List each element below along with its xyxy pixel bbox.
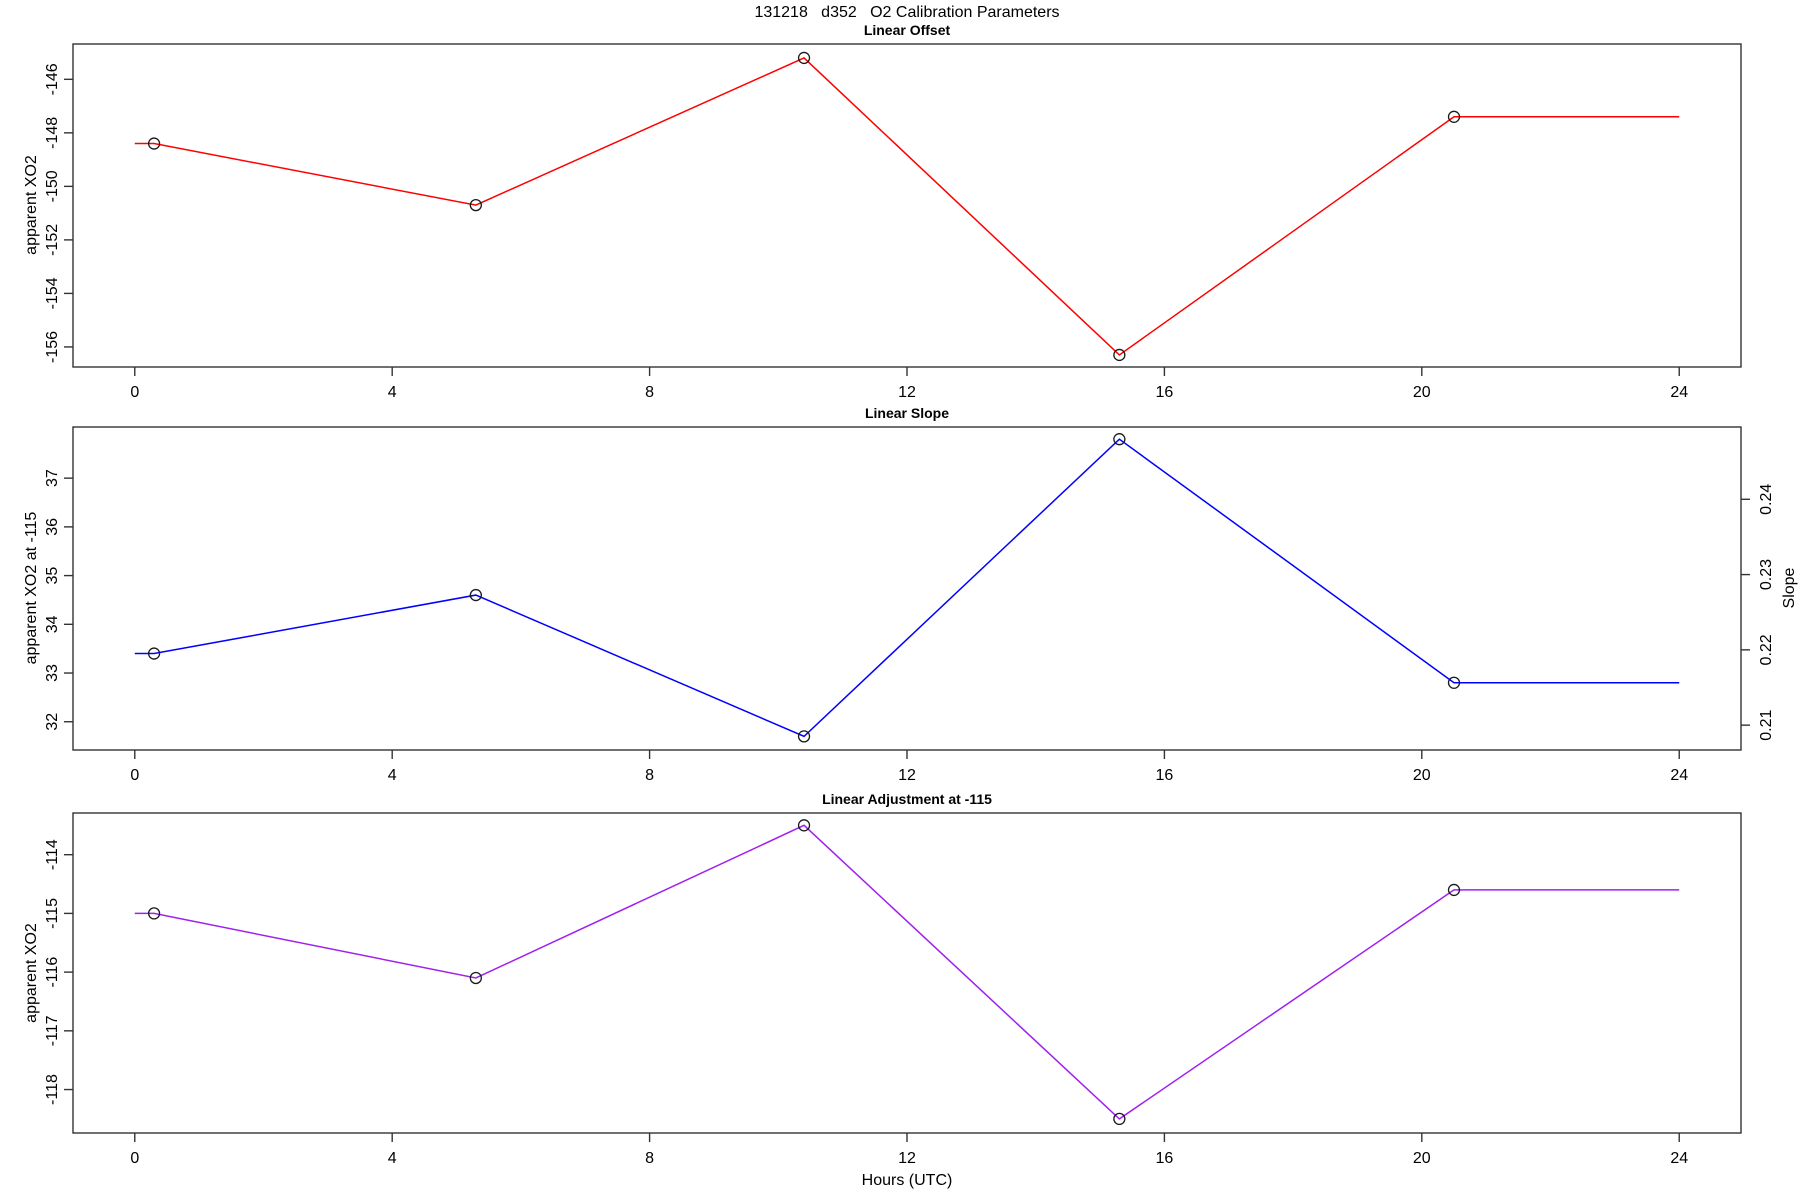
y-tick-label: -152	[44, 224, 61, 256]
panel-title-offset: Linear Offset	[863, 22, 951, 38]
y-tick-label: -156	[44, 331, 61, 363]
x-tick-label: 4	[388, 1150, 397, 1167]
x-tick-label: 24	[1670, 1150, 1688, 1167]
data-line	[134, 824, 1680, 1120]
data-point-marker	[797, 51, 811, 65]
data-point-marker	[1447, 676, 1461, 689]
data-point-marker	[147, 647, 161, 660]
x-tick-label: 0	[130, 384, 139, 401]
x-tick-label: 16	[1156, 384, 1174, 401]
data-point-marker	[1113, 433, 1126, 446]
x-tick-label: 8	[645, 384, 654, 401]
x-tick-label: 24	[1670, 384, 1688, 401]
data-point-marker	[469, 971, 482, 985]
data-point-marker	[1113, 1112, 1126, 1126]
y-tick-label: -148	[44, 117, 61, 149]
panel-border	[72, 43, 1742, 368]
y-tick-label: -115	[44, 898, 61, 929]
y-tick-label: 36	[44, 518, 61, 536]
x-tick-label: 16	[1156, 767, 1174, 784]
y-tick-label: -146	[44, 63, 61, 95]
data-line	[134, 438, 1680, 738]
x-tick-label: 16	[1156, 1150, 1174, 1167]
right-y-tick-label: 0.24	[1758, 484, 1775, 515]
right-y-tick-label: 0.22	[1758, 634, 1775, 665]
data-point-marker	[797, 730, 811, 743]
data-point-marker	[147, 907, 161, 920]
x-tick-label: 20	[1413, 1150, 1431, 1167]
panel-title-adjustment: Linear Adjustment at -115	[822, 791, 992, 807]
y-tick-label: 32	[44, 713, 61, 731]
x-tick-label: 8	[645, 767, 654, 784]
data-point-marker	[1447, 110, 1461, 123]
y-tick-label: 33	[44, 664, 61, 682]
x-tick-label: 12	[898, 384, 916, 401]
page-title: 131218 d352 O2 Calibration Parameters	[754, 4, 1060, 21]
x-tick-label: 8	[645, 1150, 654, 1167]
x-tick-label: 4	[388, 767, 397, 784]
right-y-tick-label: 0.23	[1758, 559, 1775, 590]
data-point-marker	[469, 588, 482, 602]
data-point-marker	[1447, 883, 1461, 897]
y-tick-label: 37	[44, 469, 61, 487]
y-tick-label: 34	[44, 615, 61, 633]
data-point-marker	[469, 198, 482, 212]
x-tick-label: 12	[898, 1150, 916, 1167]
y-tick-label: -150	[44, 170, 61, 202]
x-tick-label: 0	[130, 767, 139, 784]
data-line	[134, 57, 1680, 356]
x-tick-label: 24	[1670, 767, 1688, 784]
panel-border	[72, 426, 1742, 751]
x-tick-label: 12	[898, 767, 916, 784]
x-tick-label: 20	[1413, 767, 1431, 784]
y-tick-label: -116	[44, 957, 61, 988]
x-tick-label: 4	[388, 384, 397, 401]
panel-border	[72, 812, 1742, 1134]
data-point-marker	[147, 137, 161, 150]
y-tick-label: -154	[44, 277, 61, 309]
right-y-tick-label: 0.21	[1758, 709, 1775, 740]
y-tick-label: -117	[44, 1015, 61, 1046]
y-tick-label: -114	[44, 839, 61, 870]
x-tick-label: 0	[130, 1150, 139, 1167]
y-tick-label: 35	[44, 567, 61, 585]
data-point-marker	[797, 819, 811, 832]
data-point-marker	[1113, 348, 1126, 362]
x-tick-label: 20	[1413, 384, 1431, 401]
panel-title-slope: Linear Slope	[864, 405, 950, 421]
x-axis-label: Hours (UTC)	[861, 1172, 953, 1189]
y-tick-label: -118	[44, 1074, 61, 1105]
